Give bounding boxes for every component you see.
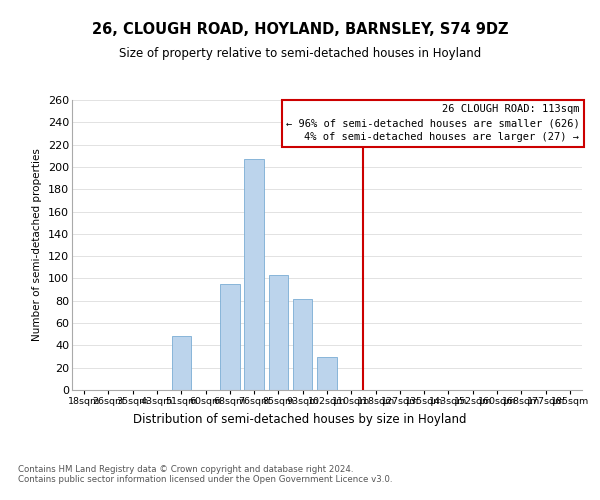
Bar [293,298,313,390]
Text: Size of property relative to semi-detached houses in Hoyland: Size of property relative to semi-detach… [119,48,481,60]
Y-axis label: Number of semi-detached properties: Number of semi-detached properties [32,148,43,342]
Text: Contains HM Land Registry data © Crown copyright and database right 2024.
Contai: Contains HM Land Registry data © Crown c… [18,465,392,484]
Bar [269,275,288,390]
Bar [244,159,264,390]
Bar [172,336,191,390]
Bar [220,284,239,390]
Bar [317,356,337,390]
Text: 26 CLOUGH ROAD: 113sqm
← 96% of semi-detached houses are smaller (626)
4% of sem: 26 CLOUGH ROAD: 113sqm ← 96% of semi-det… [286,104,580,142]
Text: 26, CLOUGH ROAD, HOYLAND, BARNSLEY, S74 9DZ: 26, CLOUGH ROAD, HOYLAND, BARNSLEY, S74 … [92,22,508,38]
Text: Distribution of semi-detached houses by size in Hoyland: Distribution of semi-detached houses by … [133,412,467,426]
